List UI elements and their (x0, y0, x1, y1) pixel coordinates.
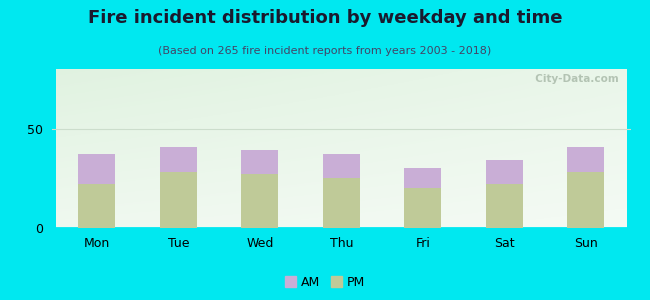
Bar (160, 146, 197, 172)
Text: Fire incident distribution by weekday and time: Fire incident distribution by weekday an… (88, 9, 562, 27)
Bar (323, 154, 359, 178)
Text: (Based on 265 fire incident reports from years 2003 - 2018): (Based on 265 fire incident reports from… (159, 46, 491, 56)
Bar (323, 178, 359, 228)
Bar (486, 184, 523, 228)
Bar (567, 172, 604, 228)
Bar (404, 188, 441, 228)
Bar (160, 172, 197, 228)
Bar (486, 160, 523, 184)
Bar (79, 184, 115, 228)
Bar (567, 146, 604, 172)
Legend: AM, PM: AM, PM (280, 271, 370, 294)
Text: City-Data.com: City-Data.com (528, 74, 619, 84)
Bar (79, 154, 115, 184)
Bar (241, 174, 278, 228)
Bar (404, 168, 441, 188)
Bar (241, 151, 278, 174)
